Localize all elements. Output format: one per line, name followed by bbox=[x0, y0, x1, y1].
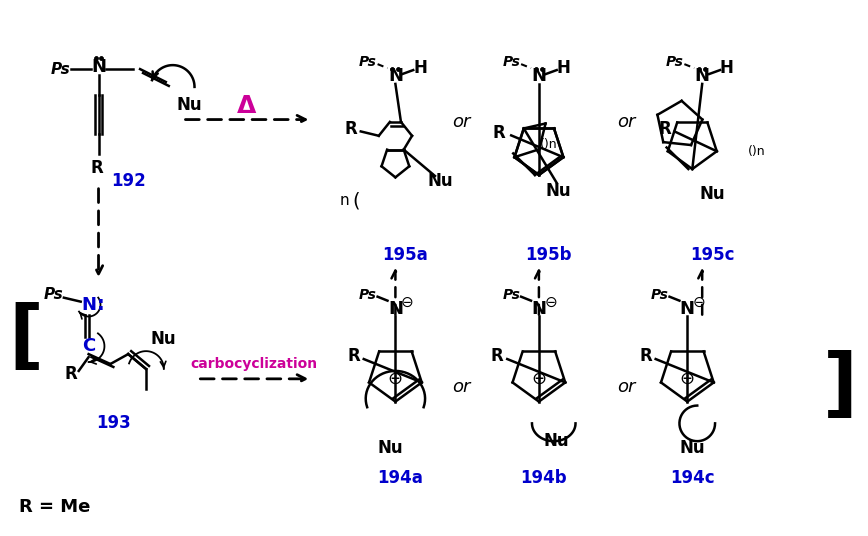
Text: R = Me: R = Me bbox=[19, 498, 91, 517]
Text: Nu: Nu bbox=[546, 182, 571, 200]
Text: ()n: ()n bbox=[748, 145, 766, 158]
Text: Ps: Ps bbox=[503, 288, 520, 302]
Text: 192: 192 bbox=[111, 172, 146, 190]
Text: N: N bbox=[694, 67, 710, 85]
Text: n: n bbox=[339, 193, 349, 208]
Text: Ps: Ps bbox=[44, 287, 64, 302]
Text: Ps: Ps bbox=[651, 288, 668, 302]
Text: R: R bbox=[491, 347, 503, 365]
Text: R: R bbox=[345, 121, 358, 138]
Text: ()n: ()n bbox=[540, 138, 558, 151]
Text: Ps: Ps bbox=[503, 55, 520, 69]
Text: 193: 193 bbox=[96, 414, 131, 433]
Text: C: C bbox=[82, 337, 95, 355]
Text: ⊕: ⊕ bbox=[531, 370, 547, 388]
Text: R: R bbox=[658, 121, 671, 138]
Text: ⊕: ⊕ bbox=[388, 370, 403, 388]
Text: Nu: Nu bbox=[680, 439, 705, 457]
Text: Ps: Ps bbox=[358, 288, 377, 302]
Text: 195c: 195c bbox=[690, 246, 734, 264]
Text: N: N bbox=[388, 67, 403, 85]
Text: R: R bbox=[64, 365, 77, 383]
Text: Nu: Nu bbox=[150, 330, 175, 348]
Text: H: H bbox=[720, 59, 733, 77]
Text: R: R bbox=[90, 159, 103, 177]
Text: ⊖: ⊖ bbox=[693, 295, 706, 310]
Text: :: : bbox=[96, 295, 104, 314]
Text: 195b: 195b bbox=[525, 246, 572, 264]
Text: Δ: Δ bbox=[237, 94, 257, 118]
Text: H: H bbox=[413, 59, 427, 77]
Text: ⊖: ⊖ bbox=[401, 295, 414, 310]
Text: R: R bbox=[640, 347, 652, 365]
Text: 194a: 194a bbox=[378, 469, 424, 487]
Text: ]: ] bbox=[824, 350, 858, 424]
Text: or: or bbox=[617, 113, 635, 131]
Text: N: N bbox=[91, 58, 106, 76]
Text: or: or bbox=[452, 378, 471, 396]
Text: ⊕: ⊕ bbox=[680, 370, 695, 388]
Text: Ps: Ps bbox=[666, 55, 683, 69]
Text: or: or bbox=[617, 378, 635, 396]
Text: or: or bbox=[452, 113, 471, 131]
Text: N: N bbox=[388, 300, 403, 317]
Text: R: R bbox=[347, 347, 360, 365]
Text: Nu: Nu bbox=[177, 96, 202, 114]
Text: carbocyclization: carbocyclization bbox=[190, 357, 318, 371]
Text: R: R bbox=[493, 124, 506, 143]
Text: 194b: 194b bbox=[521, 469, 567, 487]
Text: H: H bbox=[556, 59, 570, 77]
Text: 194c: 194c bbox=[670, 469, 714, 487]
Text: Ps: Ps bbox=[358, 55, 377, 69]
Text: Nu: Nu bbox=[427, 172, 453, 190]
Text: N: N bbox=[680, 300, 695, 317]
Text: Nu: Nu bbox=[544, 432, 569, 450]
Text: Nu: Nu bbox=[378, 439, 404, 457]
Text: Nu: Nu bbox=[700, 185, 725, 203]
Text: (: ( bbox=[352, 191, 359, 210]
Text: N: N bbox=[531, 67, 546, 85]
Text: [: [ bbox=[9, 302, 43, 376]
Text: 195a: 195a bbox=[383, 246, 428, 264]
Text: Ps: Ps bbox=[51, 62, 71, 77]
Text: N: N bbox=[81, 296, 96, 314]
Text: ⊖: ⊖ bbox=[544, 295, 557, 310]
Text: N: N bbox=[531, 300, 546, 317]
